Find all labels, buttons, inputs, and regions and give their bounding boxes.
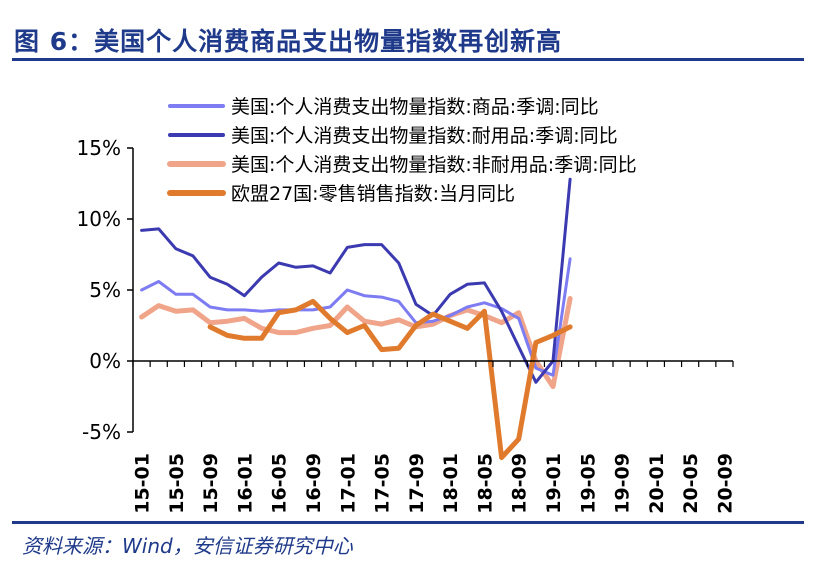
axes: [132, 148, 733, 432]
x-tick-label: 18-01: [440, 453, 462, 514]
figure-title: 图 6：美国个人消费商品支出物量指数再创新高: [14, 27, 563, 56]
y-tick-label: 10%: [77, 207, 121, 231]
title-rule: [12, 58, 804, 61]
x-tick-label: 20-09: [714, 453, 736, 514]
y-tick-label: 15%: [77, 136, 121, 160]
x-axis-ticks: 15-01 15-05 15-09 16-01 16-05 16-09 17-01 17-05…: [132, 361, 736, 514]
x-tick-label: 15-01: [132, 453, 154, 514]
series-line-3: [139, 296, 573, 390]
y-tick-label: -5%: [82, 420, 121, 444]
source-rule: [12, 521, 804, 524]
x-tick-label: 17-09: [406, 453, 428, 514]
x-tick-label: 19-09: [612, 453, 634, 514]
x-tick-label: 20-01: [646, 453, 668, 514]
x-tick-label: 18-09: [509, 453, 531, 514]
legend-label-1: 美国:个人消费支出物量指数:商品:季调:同比: [231, 96, 599, 118]
source-note: 资料来源：Wind，安信证券研究中心: [22, 534, 353, 558]
x-tick-label: 16-05: [269, 453, 291, 514]
legend: 美国:个人消费支出物量指数:商品:季调:同比美国:个人消费支出物量指数:耐用品:…: [167, 96, 637, 205]
x-tick-label: 20-05: [680, 453, 702, 514]
x-tick-label: 15-05: [166, 453, 188, 514]
series-line-4: [207, 298, 573, 461]
x-tick-label: 19-01: [543, 453, 565, 514]
x-tick-label: 17-05: [372, 453, 394, 514]
y-tick-label: 5%: [89, 278, 121, 302]
plot-area: [139, 177, 573, 461]
legend-label-3: 美国:个人消费支出物量指数:非耐用品:季调:同比: [231, 154, 637, 176]
x-tick-label: 15-09: [200, 453, 222, 514]
x-tick-label: 19-05: [577, 453, 599, 514]
x-tick-label: 16-09: [303, 453, 325, 514]
x-tick-label: 16-01: [234, 453, 256, 514]
y-axis-ticks: 15% 10% 5% 0% -5%: [77, 136, 133, 444]
legend-label-2: 美国:个人消费支出物量指数:耐用品:季调:同比: [231, 125, 618, 147]
series-line-2: [140, 177, 572, 384]
x-tick-label: 18-05: [474, 453, 496, 514]
x-tick-label: 17-01: [337, 453, 359, 514]
y-tick-label: 0%: [89, 349, 121, 373]
legend-label-4: 欧盟27国:零售销售指数:当月同比: [231, 183, 515, 205]
